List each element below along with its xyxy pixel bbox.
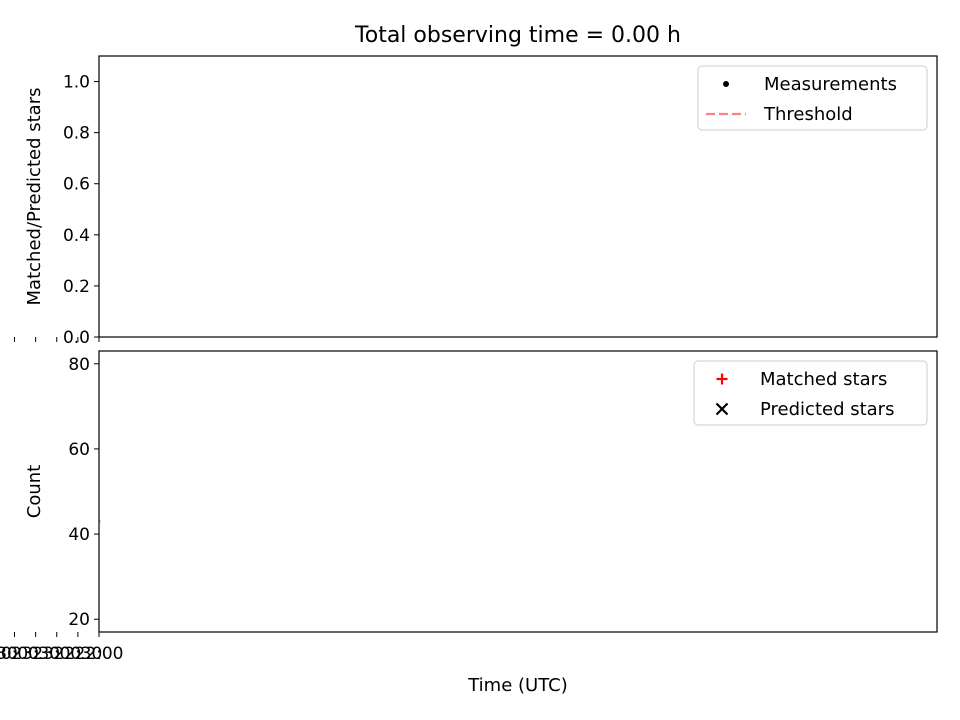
x-tick-label: 23:00 [32, 644, 81, 664]
top-panel: 0.0 0.2 0.4 0.6 0.8 1.0 Matched/Predicted star… [13, 55, 938, 348]
axes-frame [98, 55, 938, 338]
legend: Matched stars Predicted stars [693, 360, 928, 426]
y-tick-label: 40 [68, 525, 90, 545]
legend: Measurements Threshold [697, 65, 928, 131]
y-axis-label: Matched/Predicted stars [24, 88, 45, 306]
x-axis-label: Time (UTC) [467, 675, 568, 696]
y-tick-label: 20 [68, 610, 90, 630]
x-tick-label: 22:00 [75, 644, 124, 664]
legend-label: Threshold [763, 104, 853, 125]
legend-box [693, 360, 928, 426]
legend-label: Measurements [764, 74, 897, 95]
y-axis-label: Count [24, 465, 45, 518]
y-tick-label: 0.0 [63, 328, 90, 348]
legend-matched-swatch [716, 373, 728, 385]
legend-predicted-swatch [715, 402, 729, 416]
axes-frame [98, 350, 938, 633]
y-tick-label: 0.2 [63, 277, 90, 297]
x-tick-label: 00:30 [0, 644, 18, 664]
y-tick-label: 0.8 [63, 124, 90, 144]
y-tick-label: 1.0 [63, 73, 90, 93]
bottom-panel: 2040608022:0022:3023:0023:3000:0000:3001… [0, 350, 938, 696]
y-tick-label: 80 [68, 355, 90, 375]
legend-box [697, 65, 928, 131]
y-tick-label: 60 [68, 440, 90, 460]
figure-title: Total observing time = 0.00 h [354, 23, 681, 48]
x-tick-label: 23:30 [11, 644, 60, 664]
legend-label: Predicted stars [760, 399, 894, 420]
x-tick-label: 00:00 [0, 644, 39, 664]
legend-label: Matched stars [760, 369, 887, 390]
x-tick-label: 22:30 [53, 644, 102, 664]
legend-measurement-swatch [723, 81, 729, 87]
y-tick-label: 0.4 [63, 226, 90, 246]
y-tick-label: 0.6 [63, 175, 90, 195]
